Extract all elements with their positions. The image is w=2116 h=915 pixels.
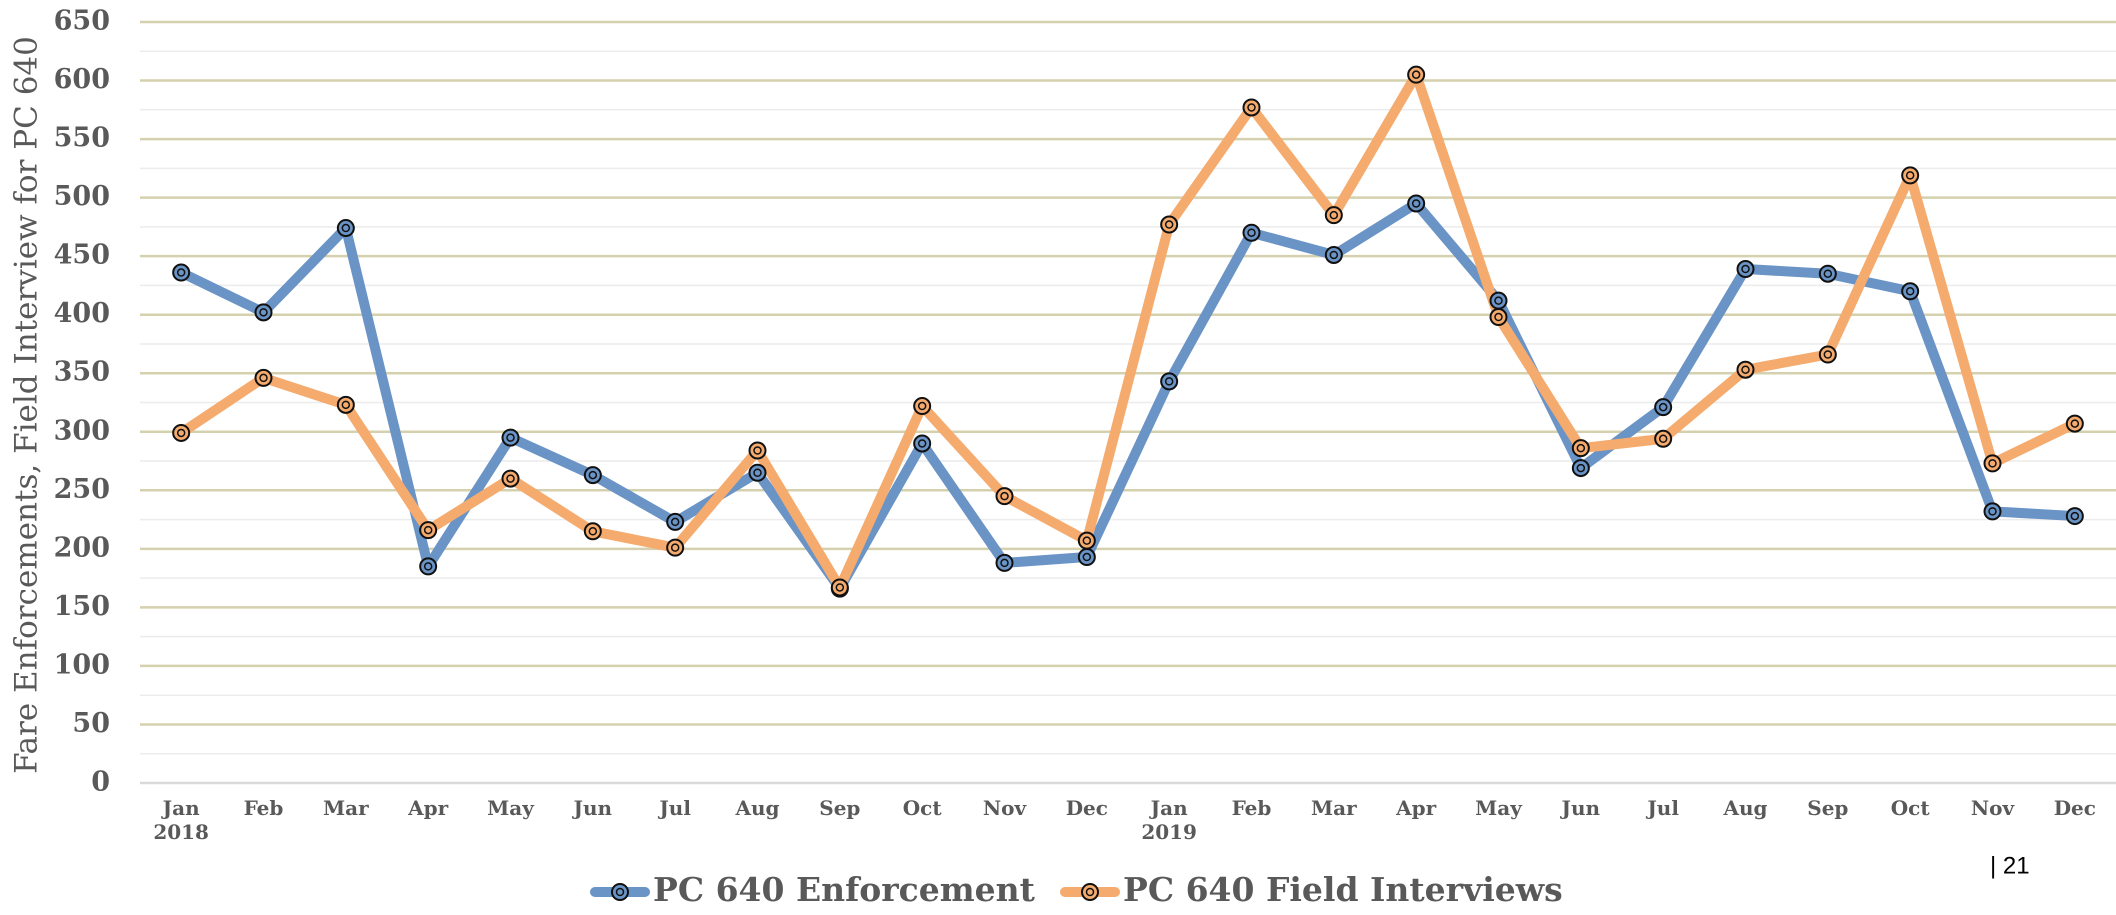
marker-inner [1082,552,1092,562]
marker-inner [1905,287,1915,296]
marker-inner [1000,491,1009,501]
y-tick-label: 450 [54,240,110,271]
marker-inner [1329,250,1339,260]
x-tick-label: Aug [735,796,780,820]
marker-inner [670,543,680,552]
marker-inner [1576,463,1586,473]
y-tick-label: 650 [54,6,110,37]
legend-item: PC 640 Field Interviews [1060,870,1563,909]
marker-inner [259,373,268,383]
marker-inner [753,446,762,455]
marker-inner [835,583,845,592]
marker-inner [1658,402,1668,412]
marker-inner [341,223,351,233]
y-tick-label: 550 [54,123,110,154]
legend-item: PC 640 Enforcement [590,870,1036,909]
y-tick-label: 300 [54,415,110,446]
marker-inner [1658,434,1668,444]
legend-label: PC 640 Enforcement [653,870,1036,909]
series-line [178,198,2076,594]
marker-inner [176,428,186,438]
marker-inner [1164,377,1174,386]
y-tick-label: 400 [54,298,110,329]
y-tick-label: 600 [54,64,110,95]
x-tick-label: Sep [819,796,861,820]
x-tick-label: Jul [1647,796,1679,820]
x-tick-label: May [487,796,534,820]
page-number: | 21 [1990,852,2030,879]
marker-inner [1411,199,1421,208]
marker-inner [917,439,927,448]
marker-inner [917,401,927,411]
marker-inner [588,527,598,536]
marker-inner [1823,269,1833,278]
marker-inner [176,268,186,277]
x-tick-label: Mar [1311,796,1357,820]
marker-inner [1000,558,1009,568]
x-tick-label: Sep [1807,796,1849,820]
marker-inner [2070,511,2080,521]
marker-inner [1494,312,1503,322]
marker-inner [1494,296,1503,305]
x-tick-label: Nov [982,796,1027,820]
marker-inner [1247,228,1256,237]
x-tick-label: Jan 2018 [153,796,209,844]
x-tick-label: Jun [1561,796,1601,820]
marker-inner [1576,443,1586,453]
marker-inner [1164,220,1174,229]
y-tick-label: 500 [54,181,110,212]
marker-inner [423,525,433,535]
marker-inner [1082,536,1092,545]
marker-inner [423,562,433,571]
x-tick-label: Dec [1065,796,1108,820]
x-tick-label: Oct [902,796,942,820]
y-tick-label: 250 [54,474,110,505]
x-tick-label: Dec [2053,796,2096,820]
y-tick-label: 350 [54,357,110,388]
marker-inner [1329,210,1339,220]
x-tick-label: Mar [323,796,369,820]
marker-inner [506,474,515,483]
marker-inner [1741,365,1750,374]
series-markers [172,194,2084,598]
marker-inner [506,433,515,442]
y-tick-label: 150 [54,591,110,622]
marker-inner [1411,70,1421,79]
marker-inner [1988,459,1997,468]
marker-inner [670,517,680,527]
marker-inner [1823,350,1833,359]
x-tick-label: Aug [1723,796,1768,820]
marker-inner [1085,887,1095,897]
x-tick-label: Feb [1231,796,1272,820]
marker-inner [588,470,598,480]
series-line [178,69,2078,593]
x-tick-label: Apr [408,796,449,820]
legend-label: PC 640 Field Interviews [1123,870,1563,909]
x-tick-label: May [1475,796,1522,820]
x-tick-label: Oct [1890,796,1930,820]
y-tick-label: 100 [54,649,110,680]
x-tick-label: Jul [659,796,691,820]
x-tick-label: Jan 2019 [1141,796,1197,844]
x-tick-label: Feb [243,796,284,820]
marker-inner [1247,103,1256,112]
marker-inner [2070,419,2080,428]
marker-inner [753,468,762,477]
marker-inner [1741,264,1750,274]
x-tick-label: Apr [1396,796,1437,820]
marker-inner [341,400,351,410]
marker-inner [1988,507,1997,516]
series-markers [172,65,2084,597]
marker-inner [615,887,625,897]
y-axis-label: Fare Enforcements, Field Interview for P… [9,36,45,774]
marker-inner [1905,171,1915,180]
x-tick-label: Jun [573,796,613,820]
x-tick-label: Nov [1970,796,2015,820]
y-tick-label: 50 [72,708,110,739]
marker-inner [259,308,268,317]
y-tick-label: 200 [54,532,110,563]
y-tick-label: 0 [91,767,110,798]
